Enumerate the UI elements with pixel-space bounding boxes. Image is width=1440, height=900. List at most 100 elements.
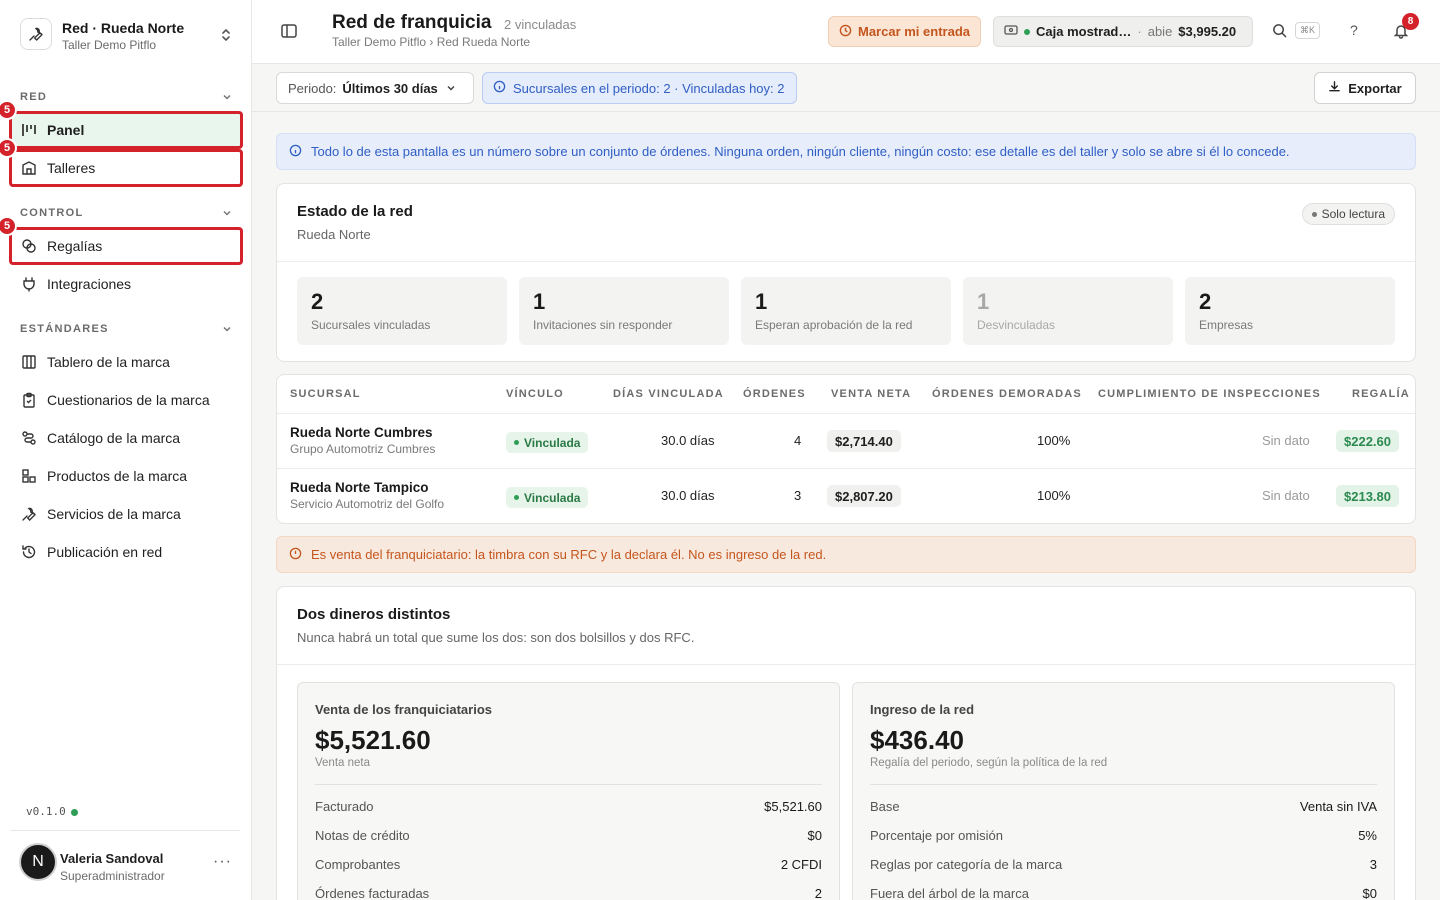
filter-bar: Periodo: Últimos 30 días Sucursales en e… xyxy=(252,64,1440,112)
days-linked: 30.0 días xyxy=(661,433,715,448)
period-value: Últimos 30 días xyxy=(342,80,438,96)
clock-icon xyxy=(839,24,852,40)
detail-key: Comprobantes xyxy=(315,857,401,872)
period-select[interactable]: Periodo: Últimos 30 días xyxy=(276,72,474,104)
panel-total: $5,521.60 xyxy=(315,725,431,755)
plug-icon xyxy=(20,276,37,293)
section-control[interactable]: CONTROL xyxy=(20,207,232,223)
panel-total: $436.40 xyxy=(870,725,964,755)
register-icon xyxy=(1004,24,1018,39)
sidebar-item-label: Publicación en red xyxy=(47,544,163,560)
workspace-subtitle: Taller Demo Pitflo xyxy=(62,38,157,52)
status-dot xyxy=(1024,28,1030,35)
chevron-down-icon xyxy=(222,92,232,105)
detail-row: Notas de crédito $0 xyxy=(315,828,822,848)
detail-value: $0 xyxy=(807,828,822,843)
sidebar-item-productos[interactable]: Productos de la marca xyxy=(10,458,242,494)
detail-key: Órdenes facturadas xyxy=(315,886,430,900)
divider xyxy=(277,664,1415,665)
section-label: CONTROL xyxy=(20,207,84,219)
user-menu[interactable]: N Valeria Sandoval Superadministrador ··… xyxy=(10,830,240,892)
workspace-switcher[interactable]: Red · Rueda Norte Taller Demo Pitflo xyxy=(20,18,236,54)
sidebar-item-integraciones[interactable]: Integraciones xyxy=(10,266,242,302)
sidebar-item-label: Tablero de la marca xyxy=(47,354,170,370)
franchisee-sales-panel: Venta de los franquiciatarios $5,521.60 … xyxy=(297,682,840,900)
status-dot xyxy=(514,495,519,500)
divider xyxy=(277,413,1415,414)
sidebar-item-servicios[interactable]: Servicios de la marca xyxy=(10,496,242,532)
branch-name[interactable]: Rueda Norte Cumbres xyxy=(290,425,433,440)
separator: · xyxy=(1137,24,1142,39)
status-label: Vinculada xyxy=(524,435,581,450)
detail-value: 5% xyxy=(1358,828,1377,843)
card-subtitle: Nunca habrá un total que sume los dos: s… xyxy=(297,630,695,645)
coins-icon xyxy=(20,238,37,255)
stat-value: 1 xyxy=(533,289,546,314)
export-label: Exportar xyxy=(1348,80,1402,96)
alert-circle-icon xyxy=(289,547,302,563)
stat-label: Desvinculadas xyxy=(977,318,1056,332)
section-red[interactable]: RED xyxy=(20,91,232,107)
column-header[interactable]: ÓRDENES xyxy=(743,388,806,400)
sidebar-item-tablero-marca[interactable]: Tablero de la marca xyxy=(10,344,242,380)
network-income-panel: Ingreso de la red $436.40 Regalía del pe… xyxy=(852,682,1395,900)
sidebar-toggle-icon[interactable] xyxy=(280,22,298,43)
search-icon[interactable] xyxy=(1272,23,1287,41)
days-linked: 30.0 días xyxy=(661,488,715,503)
chevron-down-icon xyxy=(446,81,456,96)
divider xyxy=(277,261,1415,262)
period-summary-text: Sucursales en el periodo: 2 · Vinculadas… xyxy=(513,80,785,96)
detail-row: Reglas por categoría de la marca 3 xyxy=(870,857,1377,877)
status-dot xyxy=(1311,211,1317,217)
help-icon[interactable]: ? xyxy=(1350,22,1358,38)
annotation-marker: 5 xyxy=(0,138,17,158)
net-sales: $2,714.40 xyxy=(827,430,901,452)
sidebar-item-talleres[interactable]: Talleres xyxy=(9,149,243,187)
sidebar-item-label: Productos de la marca xyxy=(47,468,188,484)
chevron-down-icon xyxy=(222,208,232,221)
clock-in-button[interactable]: Marcar mi entrada xyxy=(828,16,981,47)
inspection-compliance: Sin dato xyxy=(1262,433,1310,448)
royalty-amount: $222.60 xyxy=(1336,430,1399,452)
network-status-card: Estado de la red Rueda Norte Solo lectur… xyxy=(276,183,1416,362)
sidebar-item-catalogo[interactable]: Catálogo de la marca xyxy=(10,420,242,456)
status-badge: Vinculada xyxy=(506,432,589,453)
shortcut-hint: ⌘K xyxy=(1295,22,1320,39)
stat-value: 1 xyxy=(977,289,990,314)
sidebar-item-panel[interactable]: Panel xyxy=(9,111,243,149)
section-estandares[interactable]: ESTÁNDARES xyxy=(20,323,232,339)
panel-heading: Venta de los franquiciatarios xyxy=(315,702,492,717)
info-icon xyxy=(289,144,302,160)
register-status: abie xyxy=(1147,24,1173,39)
sidebar-item-label: Catálogo de la marca xyxy=(47,430,181,446)
sidebar-item-label: Panel xyxy=(47,122,85,138)
app-version: v0.1.0 xyxy=(26,805,78,818)
column-header[interactable]: SUCURSAL xyxy=(290,388,361,400)
route-icon xyxy=(20,430,37,447)
branch-company: Grupo Automotriz Cumbres xyxy=(290,442,436,456)
cash-register-selector[interactable]: Caja mostrad… · abie $3,995.20 xyxy=(993,16,1253,47)
export-button[interactable]: Exportar xyxy=(1314,72,1416,104)
stat-label: Esperan aprobación de la red xyxy=(755,318,913,332)
sidebar-item-label: Talleres xyxy=(47,160,96,176)
branch-company: Servicio Automotriz del Golfo xyxy=(290,497,445,511)
column-header[interactable]: VENTA NETA xyxy=(831,388,912,400)
annotation-marker: 5 xyxy=(0,216,17,236)
user-name: Valeria Sandoval xyxy=(60,851,164,866)
column-header[interactable]: CUMPLIMIENTO DE INSPECCIONES xyxy=(1098,388,1321,400)
branch-name[interactable]: Rueda Norte Tampico xyxy=(290,480,429,495)
sidebar: Red · Rueda Norte Taller Demo Pitflo RED… xyxy=(0,0,252,900)
status-dot xyxy=(70,808,78,816)
stat-value: 2 xyxy=(1199,289,1212,314)
column-header[interactable]: REGALÍA xyxy=(1352,388,1410,400)
sidebar-item-cuestionarios[interactable]: Cuestionarios de la marca xyxy=(10,382,242,418)
status-label: Vinculada xyxy=(524,490,581,505)
sidebar-item-regalias[interactable]: Regalías xyxy=(9,227,243,265)
column-header[interactable]: DÍAS VINCULADA xyxy=(613,388,724,400)
more-icon[interactable]: ··· xyxy=(213,853,232,870)
detail-key: Fuera del árbol de la marca xyxy=(870,886,1029,900)
divider xyxy=(277,468,1415,469)
column-header[interactable]: VÍNCULO xyxy=(506,388,564,400)
sidebar-item-publicacion[interactable]: Publicación en red xyxy=(10,534,242,570)
column-header[interactable]: ÓRDENES DEMORADAS xyxy=(932,388,1082,400)
